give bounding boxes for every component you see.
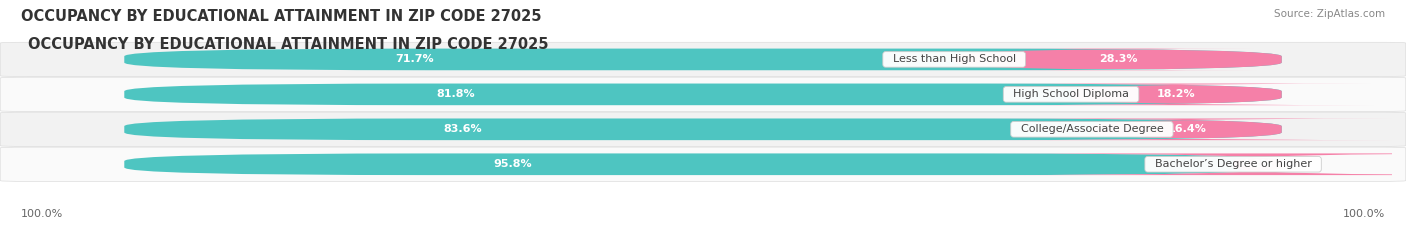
Legend: Owner-occupied, Renter-occupied: Owner-occupied, Renter-occupied xyxy=(575,230,831,233)
Text: Bachelor’s Degree or higher: Bachelor’s Degree or higher xyxy=(1147,159,1319,169)
FancyBboxPatch shape xyxy=(0,147,1406,181)
Text: 83.6%: 83.6% xyxy=(444,124,482,134)
Text: 18.2%: 18.2% xyxy=(1157,89,1195,99)
Text: 28.3%: 28.3% xyxy=(1098,55,1137,64)
FancyBboxPatch shape xyxy=(0,42,1406,76)
Text: Less than High School: Less than High School xyxy=(886,55,1022,64)
Text: OCCUPANCY BY EDUCATIONAL ATTAINMENT IN ZIP CODE 27025: OCCUPANCY BY EDUCATIONAL ATTAINMENT IN Z… xyxy=(28,37,548,52)
FancyBboxPatch shape xyxy=(0,77,1406,112)
Text: Source: ZipAtlas.com: Source: ZipAtlas.com xyxy=(1274,9,1385,19)
FancyBboxPatch shape xyxy=(979,83,1374,105)
Text: OCCUPANCY BY EDUCATIONAL ATTAINMENT IN ZIP CODE 27025: OCCUPANCY BY EDUCATIONAL ATTAINMENT IN Z… xyxy=(21,9,541,24)
Text: 81.8%: 81.8% xyxy=(436,89,475,99)
FancyBboxPatch shape xyxy=(979,118,1395,140)
FancyBboxPatch shape xyxy=(124,153,1282,175)
FancyBboxPatch shape xyxy=(0,112,1406,147)
Text: College/Associate Degree: College/Associate Degree xyxy=(1014,124,1170,134)
FancyBboxPatch shape xyxy=(124,83,1282,105)
FancyBboxPatch shape xyxy=(979,153,1406,175)
Text: High School Diploma: High School Diploma xyxy=(1007,89,1136,99)
Text: 71.7%: 71.7% xyxy=(395,55,434,64)
FancyBboxPatch shape xyxy=(124,118,1282,140)
Text: 95.8%: 95.8% xyxy=(494,159,531,169)
Text: 100.0%: 100.0% xyxy=(21,209,63,219)
FancyBboxPatch shape xyxy=(124,49,1282,70)
FancyBboxPatch shape xyxy=(955,49,1282,70)
Text: 4.2%: 4.2% xyxy=(1241,159,1272,169)
Text: 16.4%: 16.4% xyxy=(1167,124,1206,134)
Text: 100.0%: 100.0% xyxy=(1343,209,1385,219)
